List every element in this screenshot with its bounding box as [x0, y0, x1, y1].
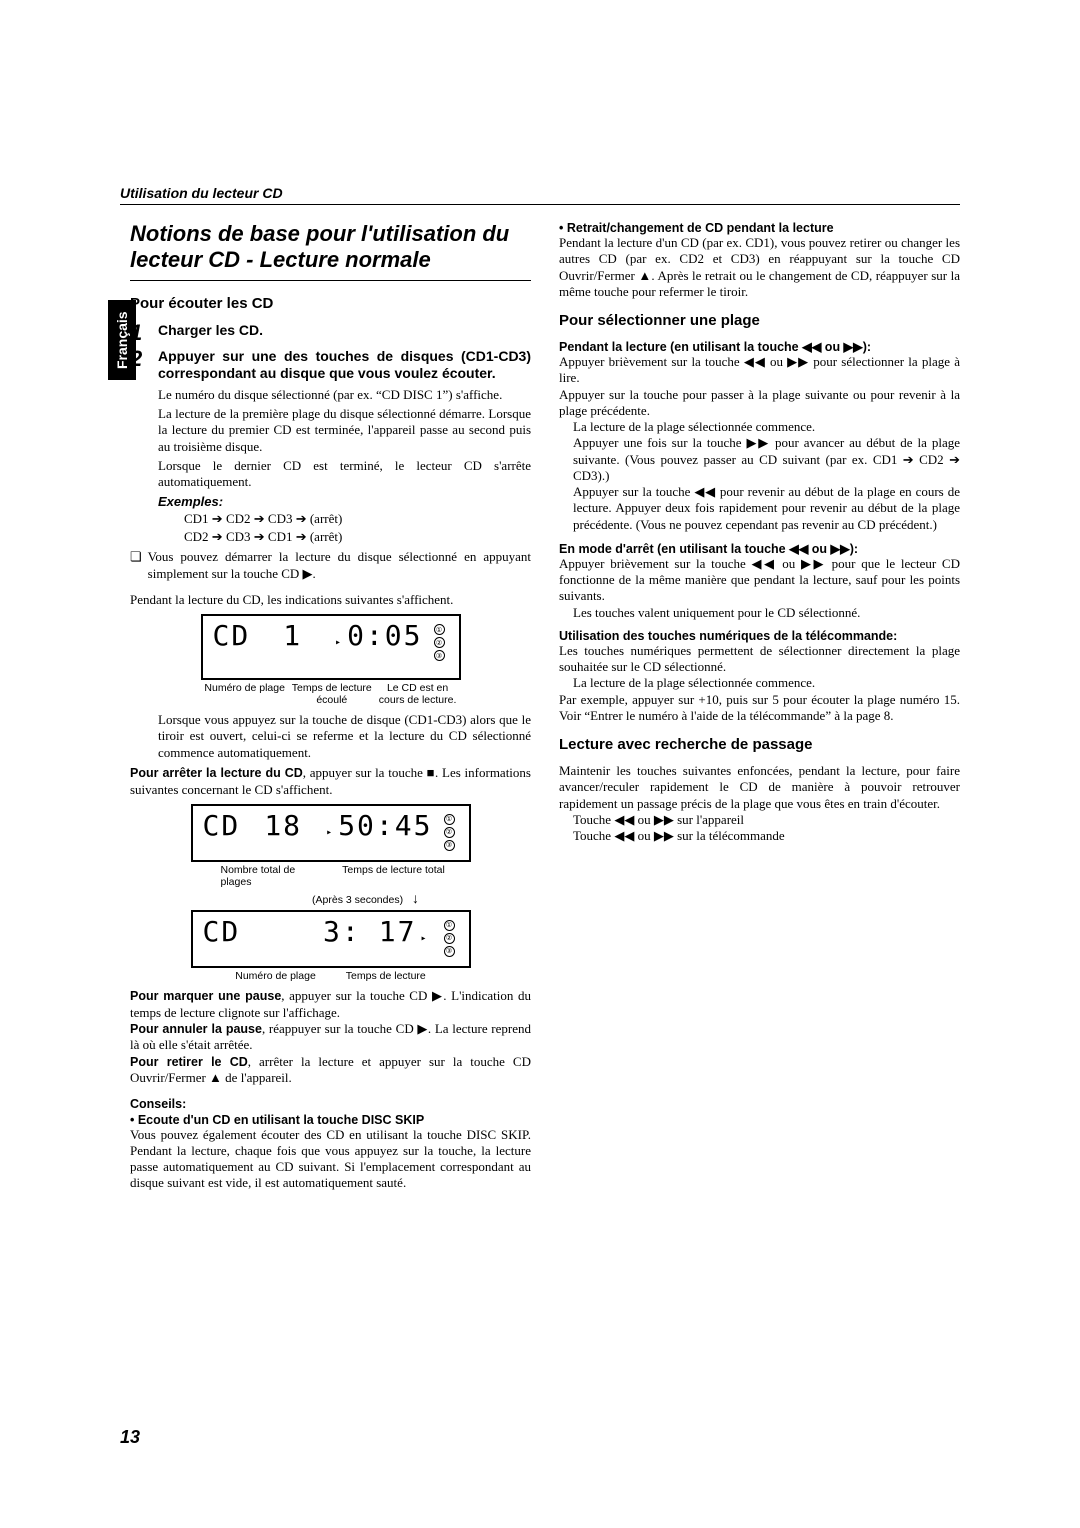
touch-row-1: Touche ◀◀ ou ▶▶ sur l'appareil	[573, 812, 960, 828]
stop-mode-heading: En mode d'arrêt (en utilisant la touche …	[559, 541, 960, 556]
note-square-icon: ❏	[130, 549, 142, 582]
subhead-listen: Pour écouter les CD	[130, 295, 531, 312]
subhead-search: Lecture avec recherche de passage	[559, 736, 960, 753]
lcd1-left: CD	[213, 622, 251, 650]
play-icon: ▸	[335, 637, 343, 648]
lcd3-label-b: Temps de lecture	[346, 970, 426, 982]
pause-bold: Pour marquer une pause	[130, 989, 281, 1003]
stop-mode-text: Appuyer brièvement sur la touche ◀◀ ou ▶…	[559, 556, 960, 605]
conseils-heading: Conseils:	[130, 1097, 531, 1111]
bullet-swap-text: Pendant la lecture d'un CD (par ex. CD1)…	[559, 235, 960, 300]
page-number: 13	[120, 1427, 140, 1448]
unpause-bold: Pour annuler la pause	[130, 1022, 262, 1036]
lcd3-mid: 3:	[250, 918, 369, 946]
numeric-i1: La lecture de la plage sélectionnée comm…	[573, 675, 960, 691]
cd-slot-icons: ①②③	[444, 814, 455, 851]
lcd2-label-b: Temps de lecture total	[317, 864, 471, 888]
step-1: 1 Charger les CD.	[130, 322, 531, 344]
numeric-t1: Les touches numériques permettent de sél…	[559, 643, 960, 676]
during-play-i2: Appuyer une fois sur la touche ▶▶ pour a…	[573, 435, 960, 484]
lcd-display-2: CD 18 ▸50:45 ①②③ Nombre total de plages …	[130, 804, 531, 982]
mid-para: Pendant la lecture du CD, les indication…	[130, 592, 531, 608]
during-play-heading: Pendant la lecture (en utilisant la touc…	[559, 339, 960, 354]
eject-bold: Pour retirer le CD	[130, 1055, 248, 1069]
seq-1: CD1 ➔ CD2 ➔ CD3 ➔ (arrêt)	[184, 511, 531, 527]
bullet-discskip-heading: • Ecoute d'un CD en utilisant la touche …	[130, 1113, 531, 1127]
bullet-discskip-text: Vous pouvez également écouter des CD en …	[130, 1127, 531, 1192]
columns: Notions de base pour l'utilisation du le…	[120, 221, 960, 1192]
lcd1-mid: 1	[260, 622, 325, 650]
bullet-swap-heading: • Retrait/changement de CD pendant la le…	[559, 221, 960, 235]
lcd3-right: 17	[379, 915, 417, 948]
step-2-body: Le numéro du disque sélectionné (par ex.…	[158, 387, 531, 491]
cd-slot-icons: ①②③	[444, 920, 455, 957]
running-header: Utilisation du lecteur CD	[120, 185, 960, 205]
numeric-t2: Par exemple, appuyer sur +10, puis sur 5…	[559, 692, 960, 725]
note: ❏ Vous pouvez démarrer la lecture du dis…	[130, 549, 531, 582]
touch-row-2: Touche ◀◀ ou ▶▶ sur la télécommande	[573, 828, 960, 844]
play-icon: ▸	[326, 827, 334, 838]
step-text-2: Appuyer sur une des touches de disques (…	[158, 348, 531, 383]
lcd1-right: 0:05	[347, 619, 422, 652]
subhead-select-track: Pour sélectionner une plage	[559, 312, 960, 329]
right-column: • Retrait/changement de CD pendant la le…	[559, 221, 960, 1192]
note-text: Vous pouvez démarrer la lecture du disqu…	[148, 549, 531, 582]
search-text: Maintenir les touches suivantes enfoncée…	[559, 763, 960, 812]
step-2: 2 Appuyer sur une des touches de disques…	[130, 348, 531, 383]
lcd3-label-a: Numéro de plage	[235, 970, 316, 982]
language-tab: Français	[108, 300, 136, 380]
step-text-1: Charger les CD.	[158, 322, 531, 344]
lcd2-mid: 18	[250, 812, 316, 840]
lcd1-label-a: Numéro de plage	[201, 682, 289, 706]
after-lcd1-para: Lorsque vous appuyez sur la touche de di…	[158, 712, 531, 761]
down-arrow-icon: ↓	[412, 890, 419, 906]
lcd-display-1: CD 1 ▸ 0:05 ①②③ Numéro de plage Temps de …	[130, 614, 531, 706]
exemples-heading: Exemples:	[158, 494, 531, 509]
p2b: La lecture de la première plage du disqu…	[158, 406, 531, 455]
lcd2-left: CD	[203, 812, 241, 840]
numeric-heading: Utilisation des touches numériques de la…	[559, 629, 960, 643]
lcd2-label-a: Nombre total de plages	[191, 864, 317, 888]
stop-bold: Pour arrêter la lecture du CD	[130, 766, 303, 780]
after-3s-note: (Après 3 secondes)	[312, 894, 403, 906]
cd-slot-icons: ①②③	[434, 624, 445, 661]
lcd1-label-c: Le CD est en cours de lecture.	[375, 682, 461, 706]
left-column: Notions de base pour l'utilisation du le…	[120, 221, 531, 1192]
lcd1-label-b: Temps de lecture écoulé	[289, 682, 375, 706]
stop-mode-indent: Les touches valent uniquement pour le CD…	[573, 605, 960, 621]
section-title: Notions de base pour l'utilisation du le…	[130, 221, 531, 281]
lcd3-left: CD	[203, 918, 241, 946]
p2c: Lorsque le dernier CD est terminé, le le…	[158, 458, 531, 491]
during-play-t1: Appuyer brièvement sur la touche ◀◀ ou ▶…	[559, 354, 960, 387]
p2a: Le numéro du disque sélectionné (par ex.…	[158, 387, 531, 403]
during-play-t2: Appuyer sur la touche pour passer à la p…	[559, 387, 960, 420]
during-play-i1: La lecture de la plage sélectionnée comm…	[573, 419, 960, 435]
play-icon: ▸	[420, 933, 428, 944]
lcd2-right: 50:45	[338, 809, 432, 842]
during-play-i3: Appuyer sur la touche ◀◀ pour revenir au…	[573, 484, 960, 533]
seq-2: CD2 ➔ CD3 ➔ CD1 ➔ (arrêt)	[184, 529, 531, 545]
